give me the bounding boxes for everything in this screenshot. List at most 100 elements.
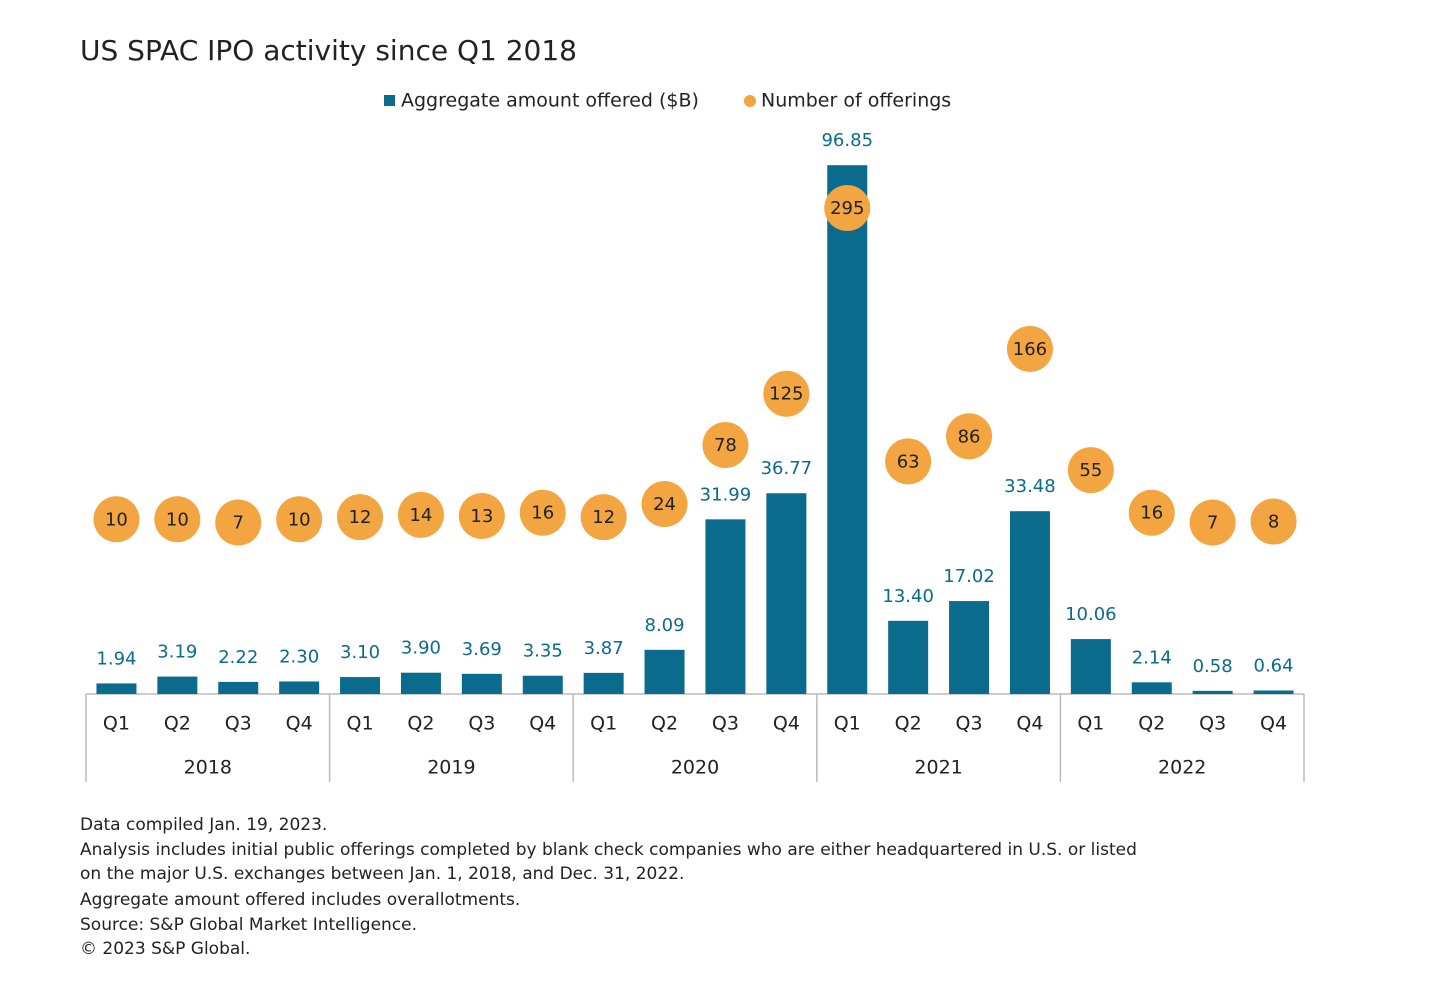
bar: [1070, 639, 1111, 694]
bar: [157, 676, 198, 694]
bar: [705, 519, 746, 694]
legend-swatch: [384, 95, 395, 106]
footnote: Analysis includes initial public offerin…: [80, 840, 1137, 860]
bar-value-label: 0.64: [1254, 656, 1294, 677]
bar: [1192, 690, 1233, 694]
bar-value-label: 33.48: [1004, 476, 1056, 497]
x-tick-label: Q1: [834, 713, 861, 735]
bar-value-label: 3.10: [340, 642, 380, 663]
year-label: 2018: [184, 757, 232, 779]
dot: [93, 496, 140, 543]
x-tick-label: Q4: [773, 713, 800, 735]
x-tick-label: Q2: [407, 713, 434, 735]
bar-value-label: 3.19: [157, 642, 197, 663]
dot-value-label: 86: [958, 426, 981, 447]
dot: [1250, 498, 1297, 545]
year-label: 2022: [1158, 757, 1206, 779]
bar: [583, 672, 624, 694]
bar: [644, 649, 685, 694]
bar: [827, 165, 868, 695]
x-tick-label: Q3: [468, 713, 495, 735]
bar-value-label: 2.14: [1132, 647, 1172, 668]
dot-value-label: 24: [653, 494, 676, 515]
bar: [522, 675, 563, 694]
bar: [340, 677, 381, 694]
legend-label: Number of offerings: [761, 90, 951, 112]
footnote: Source: S&P Global Market Intelligence.: [80, 915, 417, 935]
bar: [1253, 690, 1294, 694]
dot: [1189, 499, 1236, 546]
dot-value-label: 16: [1140, 503, 1163, 524]
x-tick-label: Q3: [712, 713, 739, 735]
dot-value-label: 10: [288, 509, 311, 530]
bar-value-label: 36.77: [761, 458, 813, 479]
dot: [154, 496, 201, 543]
x-tick-label: Q4: [1260, 713, 1287, 735]
dot: [641, 480, 688, 527]
x-tick-label: Q2: [651, 713, 678, 735]
x-tick-label: Q1: [590, 713, 617, 735]
dot-value-label: 7: [233, 513, 244, 534]
dot-value-label: 8: [1268, 511, 1279, 532]
bar-value-label: 0.58: [1193, 656, 1233, 677]
dot: [1128, 489, 1175, 536]
bar: [949, 601, 990, 694]
bar-value-label: 3.90: [401, 638, 441, 659]
bar: [888, 620, 929, 694]
bar-value-label: 3.35: [523, 641, 563, 662]
dot: [1067, 447, 1114, 494]
bar-value-label: 17.02: [943, 566, 995, 587]
bar: [1009, 511, 1050, 694]
dot-value-label: 63: [897, 451, 920, 472]
dot: [946, 413, 993, 460]
dot: [580, 494, 627, 541]
dot: [337, 494, 384, 541]
dot-value-label: 12: [592, 507, 615, 528]
bar-value-label: 31.99: [700, 484, 752, 505]
x-tick-label: Q4: [286, 713, 313, 735]
bar-value-label: 8.09: [645, 615, 685, 636]
bar: [218, 681, 259, 694]
x-tick-label: Q1: [1077, 713, 1104, 735]
dot: [824, 185, 871, 232]
bar: [1131, 682, 1172, 694]
x-tick-label: Q3: [225, 713, 252, 735]
chart-title: US SPAC IPO activity since Q1 2018: [80, 34, 577, 67]
x-tick-label: Q2: [1138, 713, 1165, 735]
year-label: 2021: [914, 757, 962, 779]
dot-value-label: 14: [409, 505, 432, 526]
x-tick-label: Q1: [347, 713, 374, 735]
x-tick-label: Q4: [1016, 713, 1043, 735]
dot-value-label: 13: [470, 506, 493, 527]
year-label: 2020: [671, 757, 719, 779]
dot: [702, 422, 749, 469]
dot-value-label: 10: [166, 509, 189, 530]
bar-value-label: 96.85: [821, 130, 873, 151]
dot-value-label: 7: [1207, 513, 1218, 534]
x-tick-label: Q1: [103, 713, 130, 735]
bar-value-label: 3.87: [584, 638, 624, 659]
bar: [766, 493, 807, 694]
bar-value-label: 2.22: [218, 647, 258, 668]
legend-swatch: [743, 95, 756, 107]
dot-value-label: 166: [1013, 339, 1047, 360]
dot: [763, 370, 810, 417]
bar-value-label: 3.69: [462, 639, 502, 660]
legend-label: Aggregate amount offered ($B): [401, 90, 699, 112]
bar-value-label: 13.40: [882, 586, 934, 607]
bar: [279, 681, 320, 694]
dot-value-label: 12: [349, 507, 372, 528]
year-label: 2019: [427, 757, 475, 779]
footnote: Aggregate amount offered includes overal…: [80, 890, 520, 910]
bar-value-label: 1.94: [96, 648, 136, 669]
bar-value-label: 2.30: [279, 646, 319, 667]
x-tick-label: Q3: [1199, 713, 1226, 735]
footnote: © 2023 S&P Global.: [80, 939, 250, 959]
dot-value-label: 10: [105, 509, 128, 530]
dot: [215, 499, 262, 546]
dot: [519, 489, 566, 536]
dot: [458, 493, 505, 540]
footnote: Data compiled Jan. 19, 2023.: [80, 815, 327, 835]
dot: [885, 438, 932, 485]
